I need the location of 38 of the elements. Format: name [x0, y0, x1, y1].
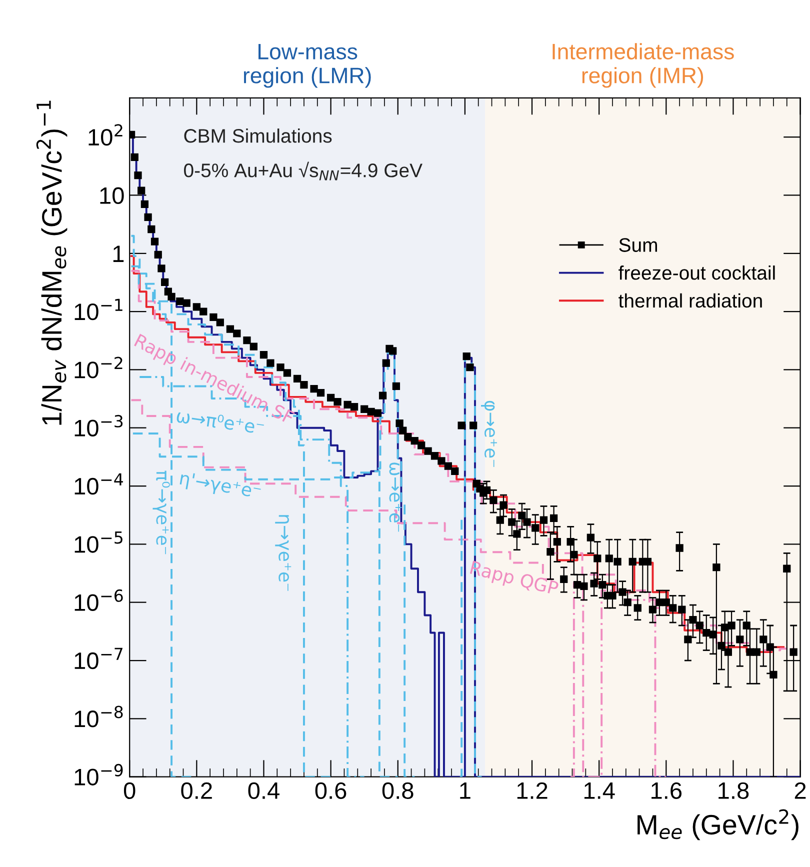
y-tick-label: 10$^{−1}$ [74, 298, 122, 320]
legend-label: Sum [619, 238, 657, 252]
x-tick-label: 0 [124, 782, 136, 800]
y-tick-label: 10$^{−6}$ [74, 589, 123, 611]
y-axis-title: 1/N$_{ev}$ dN/dM$_{ee}$ (GeV/c$^{2}$)$^{−1}$ [36, 100, 68, 425]
y-tick-label: 10$^{−2}$ [74, 356, 122, 378]
x-tick-label: 0.4 [248, 782, 280, 800]
y-tick-label: 10$^{−3}$ [74, 414, 123, 436]
annotation: η→γe⁺e⁻ [275, 515, 292, 591]
annotation: φ→e⁺e⁻ [481, 400, 497, 467]
x-tick-label: 0.6 [315, 782, 346, 800]
annotation: Rapp QGP [469, 560, 560, 599]
y-tick-label: 10$^{−7}$ [74, 648, 122, 670]
annotation: η'→γe⁺e⁻ [179, 471, 262, 502]
y-tick-label: 1 [113, 246, 124, 262]
y-tick-label: 10$^{−9}$ [74, 764, 123, 786]
annotation: ω→e⁺e⁻ [389, 462, 402, 532]
x-tick-label: 1 [460, 782, 470, 799]
annotation: 0-5% Au+Au √s$_{NN}$=4.9 GeV [184, 162, 422, 180]
x-tick-label: 1.4 [584, 782, 615, 799]
y-tick-label: 10$^{−4}$ [74, 473, 123, 495]
x-axis-title: M$_{ee}$ (GeV/c$^{2}$) [638, 809, 798, 840]
x-tick-label: 0.8 [382, 782, 414, 800]
legend-label: thermal radiation [618, 293, 762, 308]
band-label: Low-mass region (LMR) [244, 44, 371, 88]
x-tick-label: 1.2 [517, 782, 548, 799]
annotation: CBM Simulations [184, 128, 332, 143]
legend-label: freeze-out cocktail [618, 266, 775, 280]
x-tick-label: 1.6 [652, 782, 682, 800]
band-label: Intermediate-mass region (IMR) [552, 43, 734, 88]
x-tick-label: 1.8 [718, 782, 749, 800]
y-tick-label: 10$^{−8}$ [74, 706, 123, 728]
x-tick-label: 2 [794, 782, 806, 799]
y-tick-label: 10$^{−5}$ [74, 531, 122, 553]
y-tick-label: 10$^{2}$ [88, 124, 122, 146]
x-tick-label: 0.2 [181, 782, 212, 800]
annotation: π⁰→γe⁺e⁻ [152, 470, 170, 554]
y-tick-label: 10 [100, 187, 124, 204]
